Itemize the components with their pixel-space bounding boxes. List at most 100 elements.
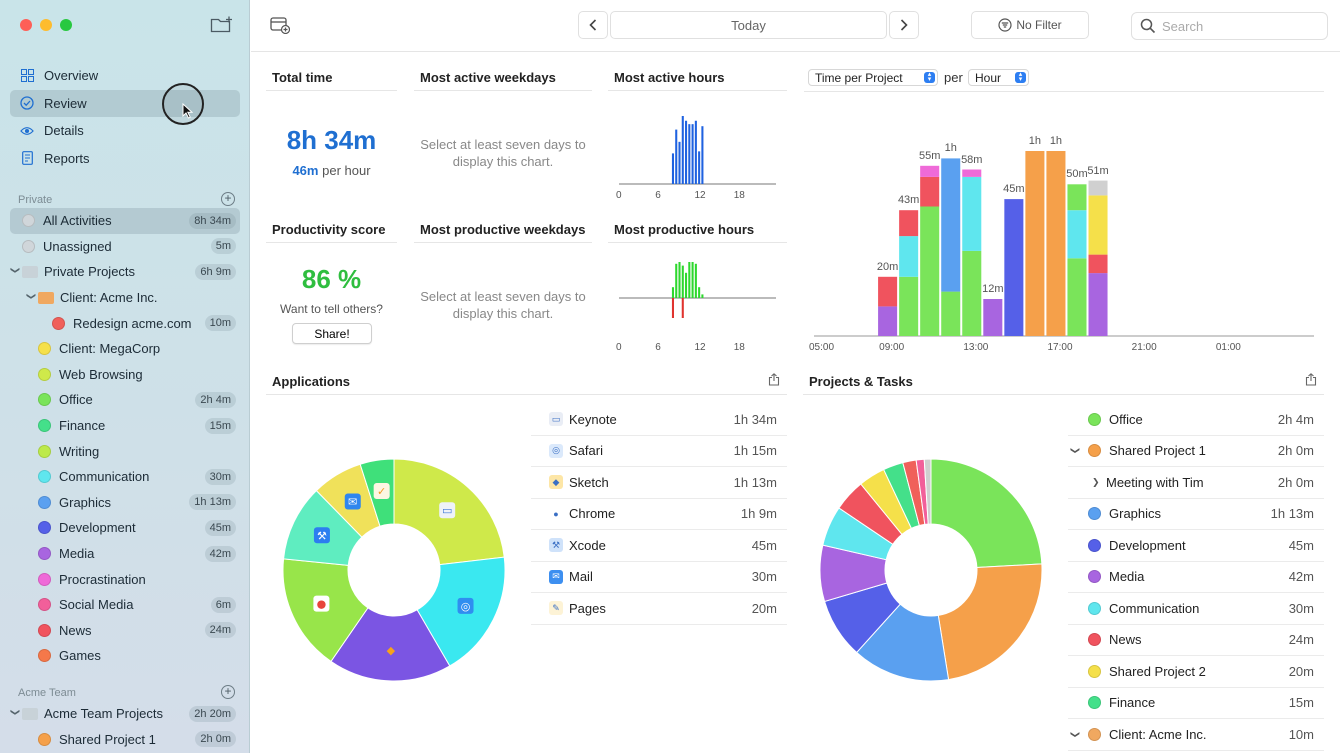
close-window-button[interactable] [20, 19, 32, 31]
folder-icon [38, 291, 54, 304]
chevron-down-icon[interactable]: ❯ [1070, 446, 1081, 455]
application-row-xcode[interactable]: ⚒ Xcode 45m [531, 530, 787, 562]
unit-select[interactable]: Hour ▴ ▾ [968, 69, 1029, 86]
project-duration: 1h 13m [1270, 506, 1314, 522]
sidebar-item-label: Shared Project 1 [59, 731, 156, 747]
filter-icon [998, 18, 1012, 32]
project-bar-segment [878, 276, 898, 307]
calendar-add-icon[interactable] [270, 16, 290, 34]
previous-day-button[interactable] [578, 11, 608, 39]
productive-weekdays-message: Select at least seven days to display th… [420, 289, 586, 321]
share-button[interactable]: Share! [292, 323, 372, 344]
minimize-window-button[interactable] [40, 19, 52, 31]
project-row-finance[interactable]: Finance 15m [1068, 688, 1324, 719]
application-row-sketch[interactable]: ◆ Sketch 1h 13m [531, 467, 787, 499]
productive-bar [691, 262, 694, 298]
filter-button[interactable]: No Filter [971, 11, 1089, 39]
sidebar-item-media[interactable]: Media 42m [10, 541, 240, 567]
axis-tick-label: 01:00 [1215, 342, 1241, 353]
productive-bar [685, 272, 688, 298]
sidebar-item-graphics[interactable]: Graphics 1h 13m [10, 490, 240, 516]
grid-icon [20, 69, 34, 83]
sidebar-item-label: All Activities [43, 213, 112, 229]
today-button[interactable]: Today [610, 11, 887, 39]
sidebar-item-client-acme-inc[interactable]: ❯ Client: Acme Inc. [10, 285, 240, 311]
unproductive-bar [681, 298, 684, 318]
nav-item-overview[interactable]: Overview [10, 62, 240, 89]
divider [608, 242, 787, 243]
sidebar-item-writing[interactable]: Writing [10, 438, 240, 464]
sidebar-item-acme-team-projects[interactable]: ❯ Acme Team Projects 2h 20m [10, 701, 240, 727]
project-row-meeting-with-tim[interactable]: ❯ Meeting with Tim 2h 0m [1068, 467, 1324, 499]
nav-item-label: Reports [44, 150, 90, 166]
sidebar-item-redesign-acme-com[interactable]: Redesign acme.com 10m [10, 310, 240, 336]
nav-item-review[interactable]: Review [10, 89, 240, 117]
search-field[interactable] [1131, 12, 1328, 40]
keynote-icon: ▭ [439, 502, 456, 519]
nav-item-details[interactable]: Details [10, 117, 240, 144]
zoom-window-button[interactable] [60, 19, 72, 31]
divider [266, 242, 397, 243]
bar-total-label: 12m [982, 283, 1004, 295]
project-row-graphics[interactable]: Graphics 1h 13m [1068, 499, 1324, 530]
sidebar-item-news[interactable]: News 24m [10, 618, 240, 644]
sidebar-item-finance[interactable]: Finance 15m [10, 413, 240, 439]
sidebar-item-all-activities[interactable]: All Activities 8h 34m [10, 208, 240, 234]
sidebar-item-web-browsing[interactable]: Web Browsing [10, 362, 240, 388]
section-label-private: Private [18, 194, 53, 206]
axis-tick-label: 18 [733, 190, 745, 201]
mail-icon: ✉ [344, 493, 361, 510]
project-row-development[interactable]: Development 45m [1068, 530, 1324, 562]
share-export-icon[interactable] [768, 373, 780, 386]
project-row-client-acme-inc[interactable]: ❯ Client: Acme Inc. 10m [1068, 719, 1324, 751]
sidebar-item-private-projects[interactable]: ❯ Private Projects 6h 9m [10, 259, 240, 285]
application-row-keynote[interactable]: ▭ Keynote 1h 34m [531, 404, 787, 436]
application-row-chrome[interactable]: ● Chrome 1h 9m [531, 499, 787, 530]
project-bar-segment [899, 210, 919, 237]
sidebar-item-client-megacorp[interactable]: Client: MegaCorp [10, 336, 240, 362]
sidebar-item-procrastination[interactable]: Procrastination [10, 566, 240, 592]
search-input[interactable] [1162, 18, 1312, 34]
hourly-rate-value: 46m [292, 163, 319, 178]
chevron-down-icon[interactable]: ❯ [1070, 730, 1081, 739]
duration-badge: 30m [204, 468, 236, 485]
filter-label: No Filter [1016, 18, 1062, 32]
application-name: Pages [569, 600, 606, 616]
project-row-shared-project-2[interactable]: Shared Project 2 20m [1068, 656, 1324, 688]
bar-total-label: 55m [918, 149, 941, 162]
sidebar-item-social-media[interactable]: Social Media 6m [10, 592, 240, 618]
document-icon [20, 151, 34, 166]
metric-select[interactable]: Time per Project ▴ ▾ [808, 69, 938, 86]
new-folder-icon[interactable] [210, 16, 234, 34]
sidebar-item-shared-project-1[interactable]: Shared Project 1 2h 0m [10, 727, 240, 753]
project-row-office[interactable]: Office 2h 4m [1068, 404, 1324, 436]
sidebar-item-games[interactable]: Games [10, 643, 240, 669]
sidebar-item-label: Games [59, 648, 101, 664]
project-row-news[interactable]: News 24m [1068, 625, 1324, 656]
next-day-button[interactable] [889, 11, 919, 39]
add-private-project-button[interactable]: + [221, 192, 235, 206]
project-row-media[interactable]: Media 42m [1068, 562, 1324, 593]
share-export-icon[interactable] [1305, 373, 1317, 386]
bar-total-label: 1h [1049, 135, 1063, 147]
project-bar-segment [962, 250, 982, 336]
application-row-pages[interactable]: ✎ Pages 20m [531, 593, 787, 625]
chevron-right-icon[interactable]: ❯ [1092, 476, 1100, 487]
axis-tick-label: 18 [733, 342, 745, 353]
chevron-down-icon[interactable]: ❯ [26, 292, 37, 301]
project-row-shared-project-1[interactable]: ❯ Shared Project 1 2h 0m [1068, 436, 1324, 467]
project-row-communication[interactable]: Communication 30m [1068, 593, 1324, 625]
chevron-down-icon[interactable]: ❯ [10, 708, 21, 717]
sidebar-item-office[interactable]: Office 2h 4m [10, 387, 240, 413]
nav-item-reports[interactable]: Reports [10, 145, 240, 172]
sidebar-item-communication[interactable]: Communication 30m [10, 464, 240, 490]
application-row-mail[interactable]: ✉ Mail 30m [531, 562, 787, 593]
nav-item-label: Overview [44, 68, 99, 83]
sidebar-item-unassigned[interactable]: Unassigned 5m [10, 234, 240, 260]
application-row-safari[interactable]: ◎ Safari 1h 15m [531, 436, 787, 467]
sidebar-item-development[interactable]: Development 45m [10, 515, 240, 541]
project-bar-segment [1088, 254, 1108, 274]
chevron-down-icon[interactable]: ❯ [10, 266, 21, 275]
add-team-project-button[interactable]: + [221, 685, 235, 699]
color-dot-icon [22, 239, 35, 253]
